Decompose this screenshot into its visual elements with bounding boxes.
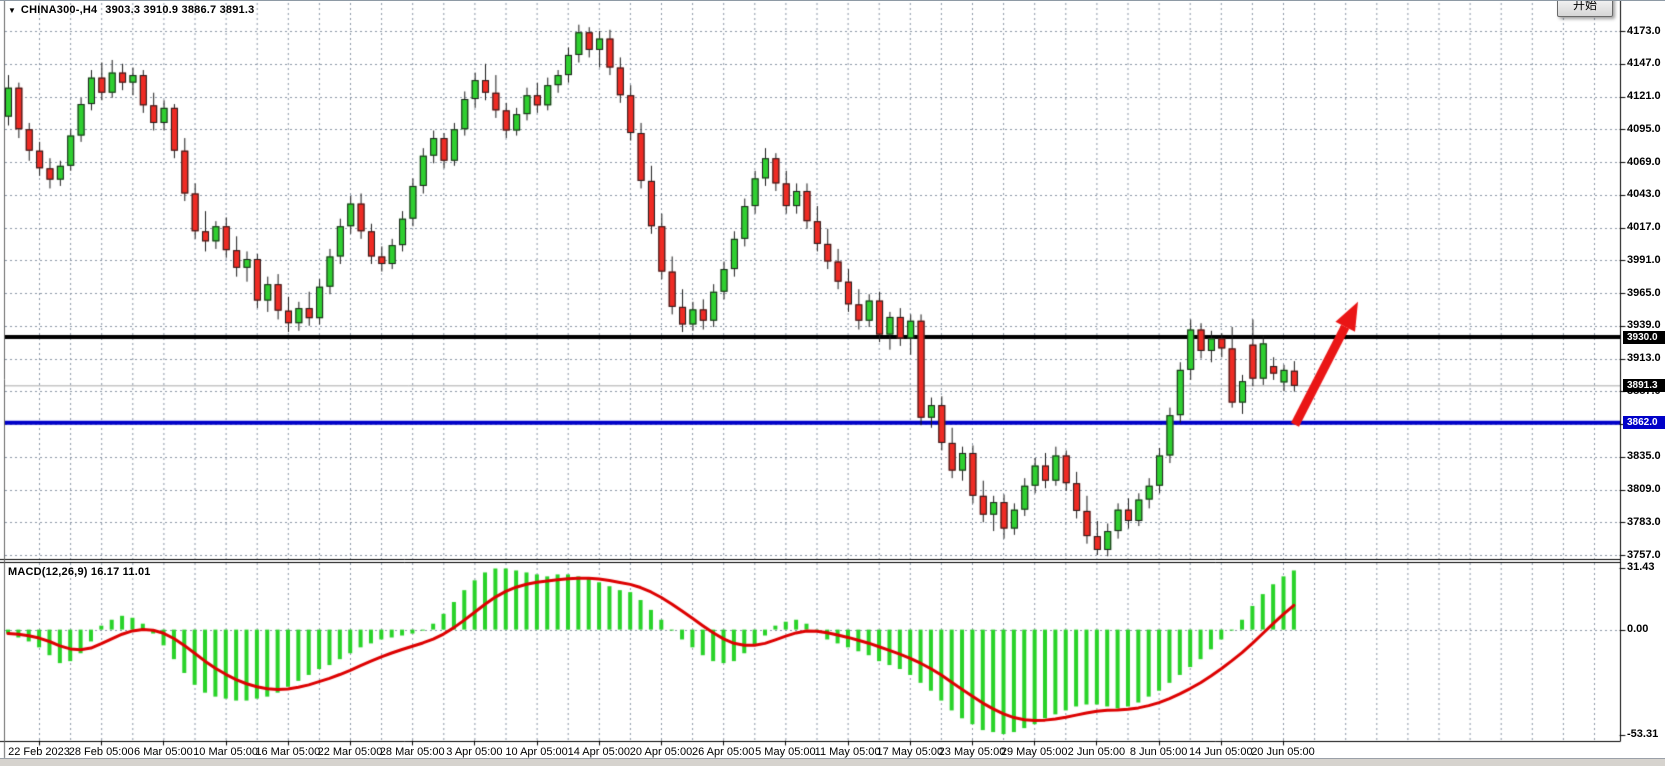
price-axis-label: 3939.0 xyxy=(1627,319,1661,332)
price-axis-label: 3809.0 xyxy=(1627,483,1661,495)
price-axis-label: 4173.0 xyxy=(1627,24,1661,37)
price-axis-label: 4043.0 xyxy=(1627,188,1661,201)
symbol-timeframe-label: CHINA300-,H4 xyxy=(20,4,98,16)
price-axis-label: 4069.0 xyxy=(1627,155,1661,168)
date-axis-label: 3 Apr 05:00 xyxy=(446,746,503,758)
chart-title: ▼ CHINA300-,H4 3903.3 3910.9 3886.7 3891.3 xyxy=(8,4,254,16)
date-axis-label: 10 Apr 05:00 xyxy=(505,746,568,758)
price-axis-label: 3965.0 xyxy=(1627,286,1661,299)
date-axis-label: 26 Apr 05:00 xyxy=(691,746,755,758)
date-axis-label: 28 Feb 05:00 xyxy=(68,746,134,758)
date-axis-label: 17 May 05:00 xyxy=(876,746,944,758)
date-axis-label: 22 Feb 2023 xyxy=(8,746,70,758)
macd-axis-label: -53.31 xyxy=(1627,728,1659,741)
price-axis-label: 3835.0 xyxy=(1627,450,1661,463)
date-axis-label: 28 Mar 05:00 xyxy=(379,746,445,758)
date-axis-label: 20 Apr 05:00 xyxy=(629,746,693,758)
price-axis-label: 4147.0 xyxy=(1627,57,1661,70)
symbol-dropdown-arrow[interactable]: ▼ xyxy=(8,6,16,15)
macd-axis-label: 31.43 xyxy=(1627,561,1655,574)
date-axis-label: 23 May 05:00 xyxy=(938,746,1006,758)
date-axis-label: 11 May 05:00 xyxy=(814,746,881,758)
price-axis-label: 3991.0 xyxy=(1627,253,1661,266)
date-axis-label: 5 May 05:00 xyxy=(755,746,816,758)
price-axis-label: 4121.0 xyxy=(1627,90,1661,102)
macd-axis-label: 0.00 xyxy=(1627,623,1649,636)
date-axis-label: 2 Jun 05:00 xyxy=(1067,746,1126,758)
date-axis-label: 14 Jun 05:00 xyxy=(1188,746,1253,758)
macd-indicator-label: MACD(12,26,9) 16.17 11.01 xyxy=(8,566,151,578)
price-axis-label: 3757.0 xyxy=(1627,548,1661,561)
date-axis-label: 16 Mar 05:00 xyxy=(255,746,321,758)
date-axis-label: 10 Mar 05:00 xyxy=(193,746,259,758)
start-button[interactable]: 开始 xyxy=(1557,1,1613,17)
price-badge-3862.0: 3862.0 xyxy=(1623,416,1665,430)
price-axis-label: 3913.0 xyxy=(1627,352,1661,364)
date-axis-label: 20 Jun 05:00 xyxy=(1251,746,1315,758)
ohlc-quote-label: 3903.3 3910.9 3886.7 3891.3 xyxy=(105,4,255,16)
bottom-window-strip xyxy=(0,758,1665,766)
price-axis-label: 4017.0 xyxy=(1627,221,1661,233)
price-badge-3891.3: 3891.3 xyxy=(1623,379,1665,393)
price-axis-label: 4095.0 xyxy=(1627,122,1661,135)
date-axis-label: 29 May 05:00 xyxy=(1000,746,1068,758)
price-axis-label: 3783.0 xyxy=(1627,515,1661,528)
date-axis-label: 6 Mar 05:00 xyxy=(134,746,193,758)
date-axis-label: 14 Apr 05:00 xyxy=(567,746,630,758)
date-axis-label: 22 Mar 05:00 xyxy=(317,746,383,758)
price-badge-3930.0: 3930.0 xyxy=(1623,330,1665,344)
date-axis-label: 8 Jun 05:00 xyxy=(1129,746,1188,758)
